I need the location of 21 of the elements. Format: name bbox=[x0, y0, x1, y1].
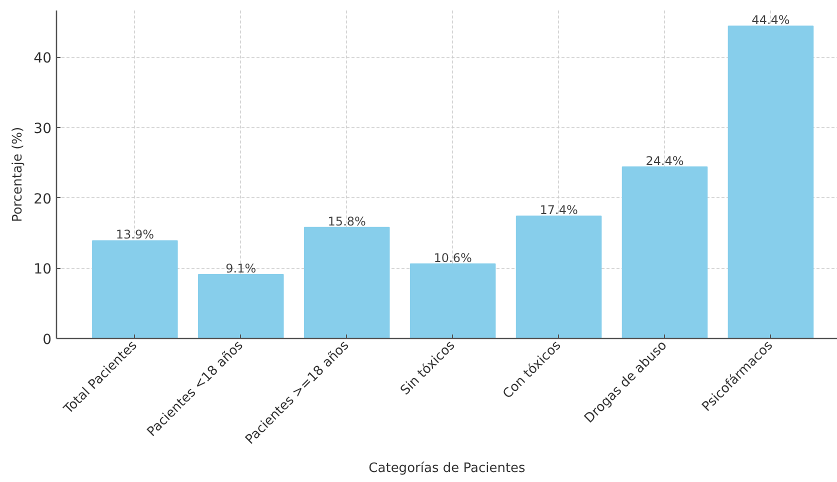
data-label: 10.6% bbox=[434, 250, 472, 265]
bar bbox=[304, 226, 390, 338]
data-label: 9.1% bbox=[226, 261, 256, 276]
data-label: 13.9% bbox=[116, 228, 154, 242]
bar bbox=[516, 216, 602, 338]
bar bbox=[92, 240, 178, 338]
data-label: 15.8% bbox=[328, 214, 366, 228]
y-tick-label: 0 bbox=[42, 332, 52, 348]
x-axis-title: Categorías de Pacientes bbox=[368, 460, 526, 476]
bar bbox=[728, 26, 814, 338]
y-tick-label: 30 bbox=[34, 120, 52, 137]
bar bbox=[198, 274, 284, 338]
y-tick-label: 20 bbox=[34, 191, 52, 208]
data-label: 44.4% bbox=[752, 13, 790, 28]
y-tick-label: 10 bbox=[34, 262, 52, 278]
bar bbox=[622, 166, 708, 338]
y-axis-title: Porcentaje (%) bbox=[10, 126, 26, 222]
data-label: 24.4% bbox=[646, 154, 684, 168]
y-tick-label: 40 bbox=[34, 50, 52, 67]
bar bbox=[410, 263, 496, 338]
data-label: 17.4% bbox=[540, 203, 578, 218]
